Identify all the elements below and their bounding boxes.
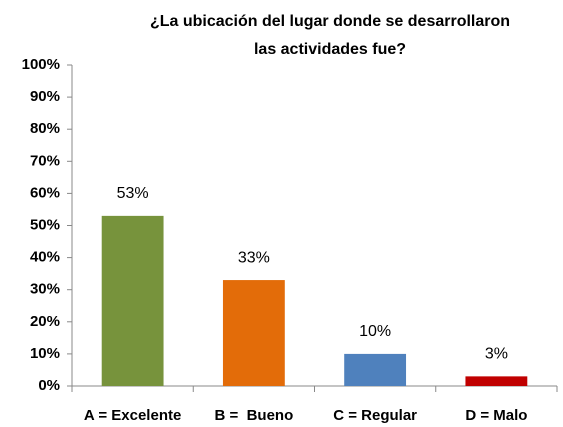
x-tick-label: B = Bueno [214,407,293,424]
bar [222,280,285,386]
chart-title: las actividades fue? [254,41,406,58]
bar [344,353,407,386]
value-label: 10% [359,323,391,340]
y-tick-label: 10% [30,345,60,362]
bar [101,215,164,386]
y-tick-label: 100% [22,56,60,73]
value-label: 3% [485,346,508,363]
y-tick-label: 0% [38,377,60,394]
x-tick-label: D = Malo [465,407,527,424]
y-tick-label: 80% [30,120,60,137]
y-tick-label: 60% [30,184,60,201]
y-tick-label: 70% [30,152,60,169]
y-tick-label: 20% [30,313,60,330]
value-label: 53% [117,185,149,202]
value-label: 33% [238,249,270,266]
y-tick-label: 30% [30,281,60,298]
y-tick-label: 40% [30,249,60,266]
y-tick-label: 50% [30,216,60,233]
y-tick-label: 90% [30,88,60,105]
x-tick-label: C = Regular [333,407,417,424]
bar [465,376,528,386]
x-tick-label: A = Excelente [84,407,181,424]
chart-title: ¿La ubicación del lugar donde se desarro… [150,13,510,30]
